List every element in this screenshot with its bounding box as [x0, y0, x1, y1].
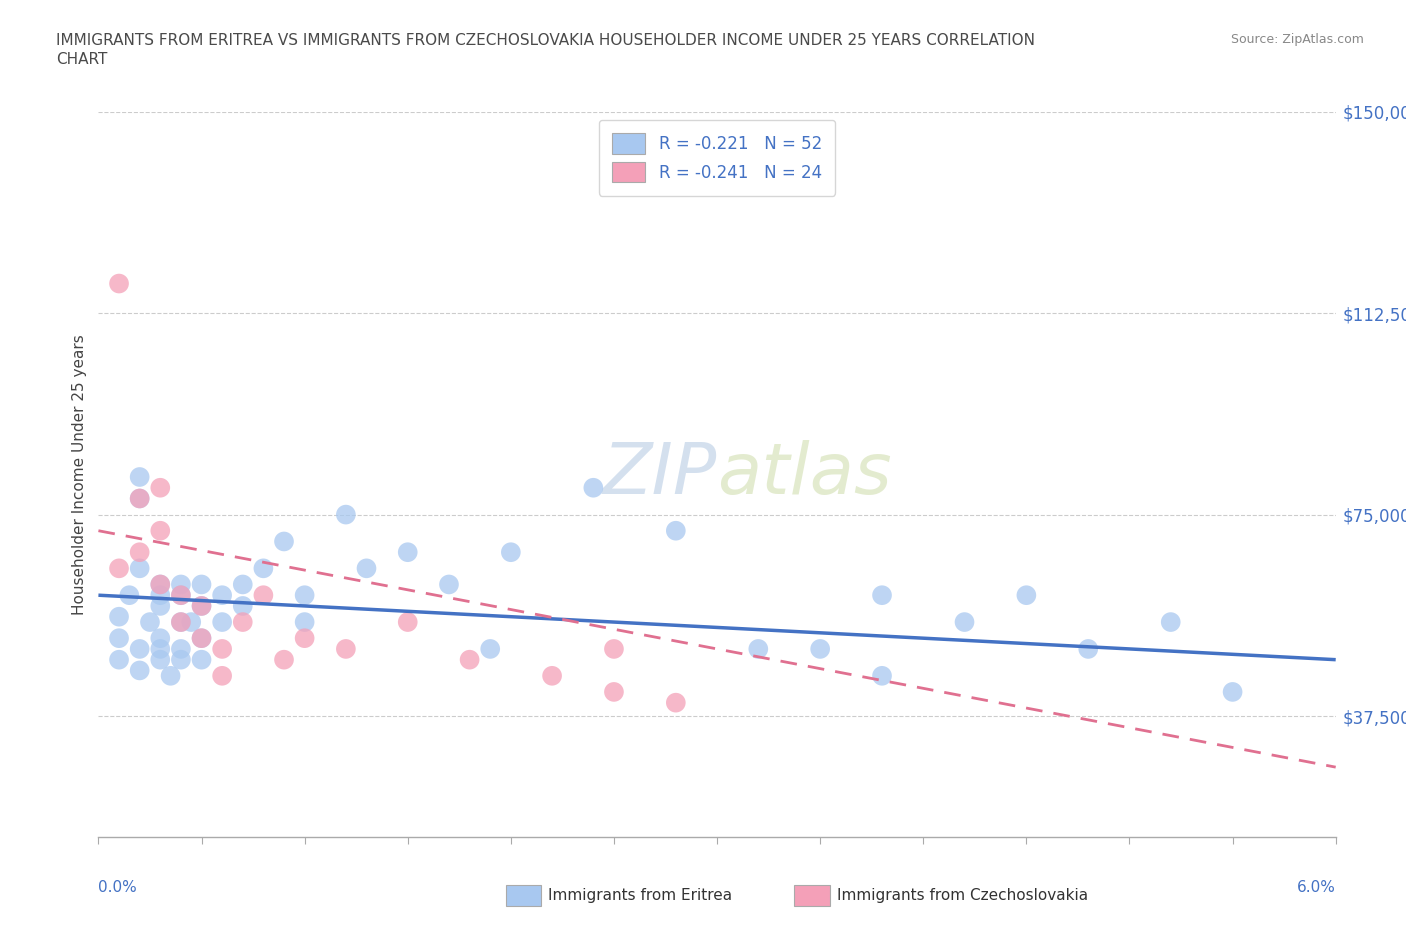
- Point: [108, 609, 131, 624]
- Point: [211, 588, 233, 603]
- Point: [190, 652, 212, 667]
- Point: [437, 577, 460, 591]
- Point: [294, 615, 316, 630]
- Point: [273, 534, 295, 549]
- Point: [108, 631, 131, 645]
- Point: [479, 642, 502, 657]
- Point: [128, 491, 150, 506]
- Point: [458, 652, 481, 667]
- Point: [108, 276, 131, 291]
- Point: [294, 631, 316, 645]
- Point: [149, 642, 172, 657]
- Point: [1077, 642, 1099, 657]
- Point: [232, 615, 254, 630]
- Point: [190, 599, 212, 614]
- Point: [170, 588, 193, 603]
- Text: 0.0%: 0.0%: [98, 880, 138, 895]
- Point: [190, 599, 212, 614]
- Point: [335, 642, 357, 657]
- Point: [149, 652, 172, 667]
- Point: [149, 577, 172, 591]
- Point: [1015, 588, 1038, 603]
- Point: [1160, 615, 1182, 630]
- Point: [953, 615, 976, 630]
- Text: Immigrants from Czechoslovakia: Immigrants from Czechoslovakia: [837, 888, 1088, 903]
- Point: [252, 561, 274, 576]
- Text: Source: ZipAtlas.com: Source: ZipAtlas.com: [1230, 33, 1364, 46]
- Point: [499, 545, 522, 560]
- Point: [128, 470, 150, 485]
- Point: [273, 652, 295, 667]
- Point: [170, 615, 193, 630]
- Point: [128, 545, 150, 560]
- Point: [541, 669, 564, 684]
- Point: [294, 588, 316, 603]
- Point: [211, 669, 233, 684]
- Point: [356, 561, 378, 576]
- Point: [180, 615, 202, 630]
- Text: atlas: atlas: [717, 440, 891, 509]
- Point: [603, 684, 626, 699]
- Point: [170, 642, 193, 657]
- Point: [149, 524, 172, 538]
- Point: [396, 545, 419, 560]
- Point: [108, 652, 131, 667]
- Point: [396, 615, 419, 630]
- Point: [118, 588, 141, 603]
- Point: [232, 577, 254, 591]
- Point: [159, 669, 181, 684]
- Point: [128, 642, 150, 657]
- Text: ZIP: ZIP: [603, 440, 717, 509]
- Point: [808, 642, 831, 657]
- Legend: R = -0.221   N = 52, R = -0.241   N = 24: R = -0.221 N = 52, R = -0.241 N = 24: [599, 120, 835, 195]
- Point: [252, 588, 274, 603]
- Text: IMMIGRANTS FROM ERITREA VS IMMIGRANTS FROM CZECHOSLOVAKIA HOUSEHOLDER INCOME UND: IMMIGRANTS FROM ERITREA VS IMMIGRANTS FR…: [56, 33, 1035, 67]
- Point: [190, 577, 212, 591]
- Point: [149, 588, 172, 603]
- Point: [1222, 684, 1244, 699]
- Point: [232, 599, 254, 614]
- Point: [335, 507, 357, 522]
- Point: [170, 615, 193, 630]
- Point: [149, 631, 172, 645]
- Point: [170, 588, 193, 603]
- Point: [149, 480, 172, 495]
- Point: [170, 577, 193, 591]
- Point: [665, 696, 688, 711]
- Point: [149, 599, 172, 614]
- Point: [190, 631, 212, 645]
- Point: [211, 615, 233, 630]
- Point: [665, 524, 688, 538]
- Point: [170, 652, 193, 667]
- Point: [190, 631, 212, 645]
- Point: [747, 642, 769, 657]
- Y-axis label: Householder Income Under 25 years: Householder Income Under 25 years: [72, 334, 87, 615]
- Point: [870, 588, 893, 603]
- Point: [149, 577, 172, 591]
- Text: Immigrants from Eritrea: Immigrants from Eritrea: [548, 888, 733, 903]
- Point: [108, 561, 131, 576]
- Text: 6.0%: 6.0%: [1296, 880, 1336, 895]
- Point: [139, 615, 162, 630]
- Point: [582, 480, 605, 495]
- Point: [128, 491, 150, 506]
- Point: [603, 642, 626, 657]
- Point: [870, 669, 893, 684]
- Point: [128, 561, 150, 576]
- Point: [211, 642, 233, 657]
- Point: [128, 663, 150, 678]
